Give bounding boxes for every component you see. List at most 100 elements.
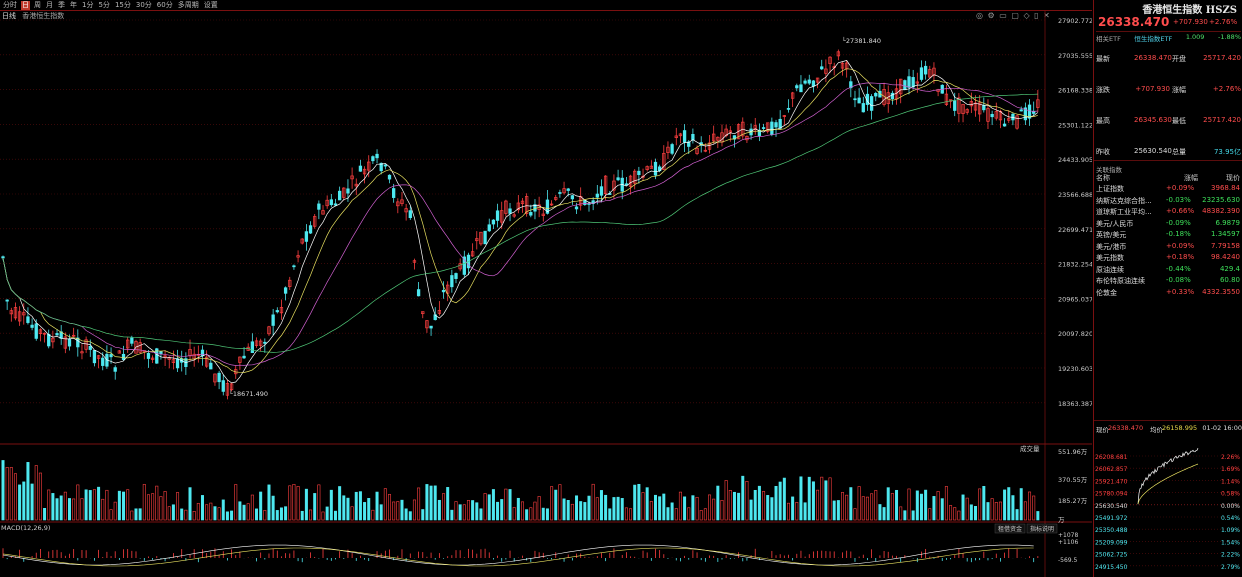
candle [491,219,496,225]
quote-label: 开盘 [1172,55,1186,63]
volume-bar [708,494,712,521]
candle [986,108,990,122]
related-index-row[interactable]: 上证指数 +0.09% 3968.84 [1096,184,1240,195]
candle [803,80,807,84]
volume-bar [491,489,495,521]
last-price: 26338.470 [1098,15,1170,29]
etf-fund-name[interactable]: 恒生指数ETF [1134,35,1173,43]
candle [670,144,674,154]
volume-bar [142,484,146,521]
candle [300,238,304,244]
candle [404,208,408,213]
related-name: 上证指数 [1096,185,1124,193]
volume-bar [296,486,300,521]
volume-bar [171,504,175,521]
period-tab[interactable]: 季 [58,0,65,9]
candle [761,127,766,129]
candle [371,156,375,162]
volume-bar [246,503,250,521]
related-price: 1.34597 [1211,230,1240,238]
related-index-row[interactable]: 伦敦金 +0.33% 4332.3550 [1096,288,1240,299]
volume-bar [620,498,624,521]
volume-panel-button[interactable] [994,523,1026,534]
volume-bar [612,497,616,521]
volume-axis-label: 551.96万 [1058,448,1088,456]
period-tab[interactable]: 30分 [135,0,152,9]
period-tab[interactable]: 多周期 [177,0,199,9]
candle [483,230,487,245]
period-tab[interactable]: 分时 [3,0,17,9]
period-tab[interactable]: 1分 [82,0,94,9]
kline-chart[interactable]: 27902.772 27035.555 26168.338 25301.122 2443… [0,10,1092,577]
related-index-row[interactable]: 英镑/美元 -0.18% 1.34597 [1096,230,1240,241]
mini-price-label: 现价 [1096,426,1109,434]
window-control-icons[interactable]: ◎ ⚙ ▭ ▢ ◇ ▯ ✕ [976,11,1051,20]
candle [121,353,126,360]
related-index-row[interactable]: 纳斯达克综合指... -0.03% 23235.630 [1096,196,1240,207]
price-axis-label: 27035.555 [1058,52,1092,60]
period-tab[interactable]: 设置 [203,0,218,9]
volume-bar [433,485,437,521]
related-index-row[interactable]: 美元指数 +0.18% 98.4240 [1096,253,1240,264]
related-index-row[interactable]: 道琼斯工业平均... +0.66% 48382.390 [1096,207,1240,218]
volume-bar [512,507,516,521]
candle [475,238,479,242]
candle [88,345,92,350]
candle [350,175,354,180]
volume-indicator-label: 成交量 [1020,444,1040,453]
volume-panel-button[interactable] [1026,523,1058,534]
related-name: 美元/港币 [1096,242,1127,251]
volume-bar [919,493,923,521]
volume-bar [720,500,724,521]
price-change: +707.930 [1173,18,1208,26]
volume-bar [824,480,828,521]
volume-bar [221,499,225,521]
volume-bar [624,507,628,521]
related-index-row[interactable]: 美元/港币 +0.09% 7.79158 [1096,242,1240,253]
volume-bar [462,504,466,521]
period-tab[interactable]: 周 [34,0,41,9]
period-tab[interactable]: 60分 [156,0,173,9]
candle [549,203,554,206]
volume-bar [728,490,732,521]
volume-bar [516,497,520,521]
candle [662,153,666,170]
related-index-row[interactable]: 布伦特原油连续 -0.08% 60.80 [1096,276,1240,287]
volume-bar [496,501,500,521]
volume-bar [1003,489,1007,521]
period-tab[interactable]: 15分 [114,0,131,9]
volume-bar [279,507,283,521]
volume-bar [957,510,961,521]
candle [379,162,383,172]
volume-bar [225,511,229,521]
related-etf-row[interactable]: 相关ETF 恒生指数ETF 1.009 -1.88% [1096,31,1241,43]
volume-bar [599,490,603,521]
volume-bar [167,506,171,521]
candle [807,79,811,84]
related-index-row[interactable]: 美元/人民币 -0.09% 6.9879 [1096,219,1240,230]
candle [616,177,620,181]
candle [574,206,579,210]
volume-bar [525,509,529,521]
volume-bar [579,501,583,521]
period-tab[interactable]: 日 [21,0,30,10]
quote-value: +2.76% [1212,85,1241,93]
candle [790,92,795,99]
volume-bar [184,509,188,521]
candle [275,310,279,313]
intraday-chart[interactable]: 26208.681 2.26% 26062.857 1.69% 25921.470 1.1… [1094,436,1241,577]
mini-right-axis-label: 1.54% [1221,539,1240,546]
candle [441,289,446,293]
period-tab[interactable]: 月 [46,0,53,9]
volume-bar [545,508,549,521]
candle [321,210,325,215]
candle [570,195,575,200]
candle [325,199,329,207]
candle [308,225,313,234]
period-tab[interactable]: 年 [70,0,77,9]
macd-axis-label: +1106 [1058,539,1078,546]
related-index-row[interactable]: 原油连续 -0.44% 429.4 [1096,265,1240,276]
period-tab[interactable]: 5分 [98,0,110,9]
volume-bar [820,476,824,521]
volume-bar [841,492,845,521]
